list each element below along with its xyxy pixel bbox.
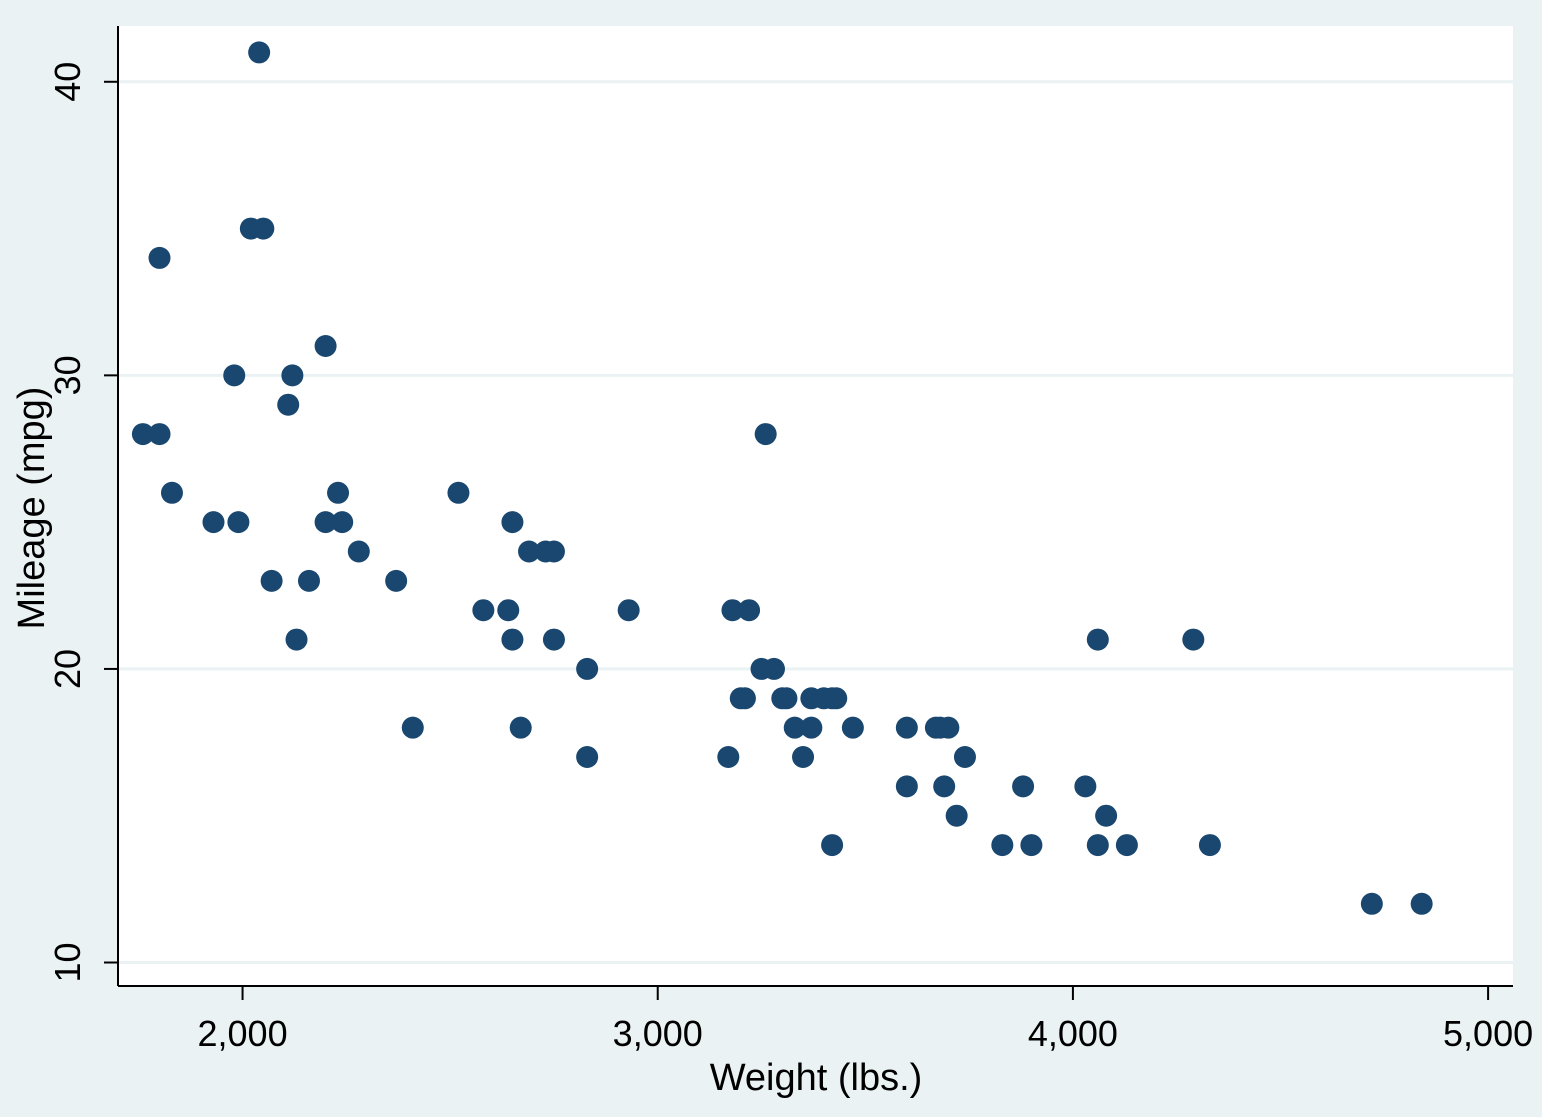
data-point-11 xyxy=(277,393,300,416)
data-point-55 xyxy=(895,775,918,798)
data-point-52 xyxy=(825,687,848,710)
data-point-8 xyxy=(248,41,271,64)
data-point-54 xyxy=(895,716,918,739)
data-point-15 xyxy=(314,335,337,357)
data-point-68 xyxy=(1095,804,1118,827)
x-tick-label-2: 4,000 xyxy=(1028,1013,1118,1054)
y-tick-label-0: 10 xyxy=(47,942,88,982)
data-point-44 xyxy=(775,687,798,710)
data-point-61 xyxy=(953,746,976,769)
x-tick-label-1: 3,000 xyxy=(613,1013,703,1054)
data-point-22 xyxy=(447,481,470,504)
data-point-16 xyxy=(314,511,337,534)
data-point-17 xyxy=(327,481,350,504)
data-point-19 xyxy=(347,540,370,563)
data-point-48 xyxy=(800,716,823,739)
data-point-34 xyxy=(617,599,640,622)
x-axis-ticks: 2,000 3,000 4,000 5,000 xyxy=(198,986,1533,1054)
plot-area xyxy=(118,26,1513,986)
y-tick-label-1: 20 xyxy=(47,649,88,689)
data-point-33 xyxy=(576,746,599,769)
data-point-12 xyxy=(281,364,304,387)
data-point-42 xyxy=(762,657,785,680)
data-point-41 xyxy=(754,423,777,446)
data-point-28 xyxy=(518,540,541,563)
data-point-1 xyxy=(148,423,171,446)
y-tick-label-2: 30 xyxy=(47,355,88,395)
data-point-64 xyxy=(1020,834,1043,857)
data-point-38 xyxy=(733,687,756,710)
y-axis-ticks: 10 20 30 40 xyxy=(47,62,118,983)
data-point-65 xyxy=(1074,775,1097,798)
data-point-69 xyxy=(1115,834,1138,857)
data-point-39 xyxy=(738,599,761,622)
data-point-45 xyxy=(783,716,806,739)
data-point-3 xyxy=(160,481,183,504)
data-point-71 xyxy=(1198,834,1221,857)
y-tick-label-3: 40 xyxy=(47,62,88,102)
data-point-63 xyxy=(1012,775,1035,798)
gridlines xyxy=(119,80,1513,965)
data-point-4 xyxy=(202,511,225,534)
data-point-59 xyxy=(937,716,960,739)
data-point-26 xyxy=(501,628,524,651)
data-point-13 xyxy=(285,628,308,651)
x-axis-title: Weight (lbs.) xyxy=(710,1057,923,1099)
data-point-73 xyxy=(1410,892,1433,915)
x-tick-label-3: 5,000 xyxy=(1443,1013,1533,1054)
data-point-51 xyxy=(821,834,844,857)
data-point-30 xyxy=(542,540,565,563)
data-point-23 xyxy=(472,599,495,622)
data-point-21 xyxy=(401,716,424,739)
data-point-20 xyxy=(385,569,408,592)
data-point-60 xyxy=(945,804,968,827)
data-point-24 xyxy=(497,599,520,622)
data-point-9 xyxy=(252,217,275,240)
data-point-72 xyxy=(1360,892,1383,915)
data-point-46 xyxy=(792,746,815,769)
data-point-2 xyxy=(148,246,171,269)
data-point-10 xyxy=(260,569,283,592)
data-point-5 xyxy=(223,364,246,387)
data-point-0 xyxy=(131,423,154,446)
data-point-31 xyxy=(542,628,565,651)
data-points xyxy=(131,41,1433,915)
data-point-58 xyxy=(933,775,956,798)
data-point-27 xyxy=(509,716,532,739)
data-point-70 xyxy=(1182,628,1205,651)
data-point-67 xyxy=(1086,834,1109,857)
data-point-25 xyxy=(501,511,524,534)
data-point-53 xyxy=(841,716,864,739)
data-point-18 xyxy=(331,511,354,534)
data-point-14 xyxy=(297,569,320,592)
data-point-6 xyxy=(227,511,250,534)
data-point-66 xyxy=(1086,628,1109,651)
data-point-36 xyxy=(721,599,744,622)
data-point-35 xyxy=(717,746,740,769)
y-axis-title: Mileage (mpg) xyxy=(11,387,53,630)
data-point-62 xyxy=(991,834,1014,857)
data-point-32 xyxy=(576,657,599,680)
x-tick-label-0: 2,000 xyxy=(198,1013,288,1054)
